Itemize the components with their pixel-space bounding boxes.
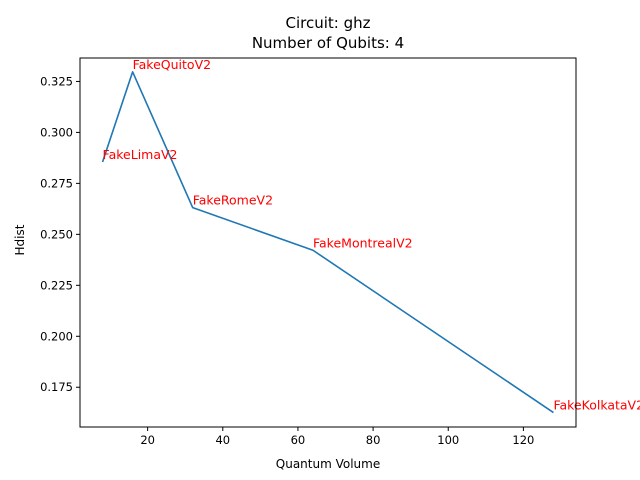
y-tick-label: 0.250 — [40, 227, 73, 241]
y-tick-label: 0.175 — [40, 380, 73, 394]
point-label: FakeQuitoV2 — [133, 57, 211, 72]
point-label: FakeKolkataV2 — [553, 398, 640, 413]
chart-title: Circuit: ghz — [285, 14, 370, 32]
point-label: FakeLimaV2 — [103, 147, 178, 162]
x-axis-label: Quantum Volume — [276, 457, 380, 471]
y-tick-label: 0.275 — [40, 176, 73, 190]
y-tick-label: 0.325 — [40, 74, 73, 88]
chart-subtitle: Number of Qubits: 4 — [252, 34, 404, 52]
y-tick-label: 0.200 — [40, 329, 73, 343]
plot-area: FakeLimaV2 FakeQuitoV2 FakeRomeV2 FakeMontr… — [40, 57, 640, 447]
x-tick-label: 60 — [291, 433, 306, 447]
y-axis-label: Hdist — [13, 224, 27, 255]
point-label: FakeMontrealV2 — [313, 235, 413, 250]
series-line — [101, 71, 554, 414]
point-label: FakeRomeV2 — [193, 193, 273, 208]
y-tick-label: 0.225 — [40, 278, 73, 292]
x-tick-label: 40 — [215, 433, 230, 447]
x-tick-label: 20 — [140, 433, 155, 447]
x-tick-label: 100 — [437, 433, 459, 447]
x-tick-label: 120 — [512, 433, 534, 447]
y-tick-label: 0.300 — [40, 125, 73, 139]
plot-frame — [79, 57, 577, 428]
x-tick-label: 80 — [366, 433, 381, 447]
